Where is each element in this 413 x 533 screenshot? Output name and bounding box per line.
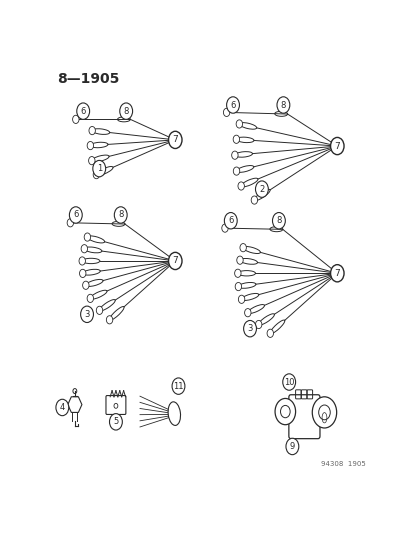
Circle shape — [87, 294, 93, 302]
Circle shape — [311, 397, 336, 428]
Circle shape — [88, 157, 95, 165]
Circle shape — [266, 329, 273, 337]
Circle shape — [56, 399, 69, 416]
Circle shape — [235, 120, 242, 128]
Circle shape — [330, 138, 343, 155]
Circle shape — [81, 306, 93, 322]
Circle shape — [89, 126, 95, 135]
Text: 10: 10 — [283, 377, 294, 386]
Circle shape — [119, 103, 132, 119]
Text: 1: 1 — [96, 164, 102, 173]
Text: 8: 8 — [118, 211, 123, 220]
Text: 6: 6 — [228, 216, 233, 225]
Text: 8: 8 — [123, 107, 128, 116]
Circle shape — [231, 151, 237, 159]
Circle shape — [168, 131, 182, 149]
Circle shape — [67, 219, 74, 227]
Text: 3: 3 — [84, 310, 90, 319]
Circle shape — [114, 207, 127, 223]
Text: 7: 7 — [334, 142, 339, 150]
Text: 7: 7 — [334, 269, 339, 278]
Circle shape — [79, 257, 85, 265]
Circle shape — [272, 213, 285, 229]
Circle shape — [236, 256, 242, 264]
Circle shape — [83, 281, 89, 289]
Text: 7: 7 — [172, 256, 178, 265]
Circle shape — [69, 207, 82, 223]
Circle shape — [72, 115, 79, 124]
Circle shape — [285, 438, 298, 455]
Circle shape — [79, 269, 86, 278]
Text: 7: 7 — [172, 135, 178, 144]
Circle shape — [233, 167, 239, 175]
Circle shape — [330, 265, 343, 282]
Circle shape — [96, 306, 102, 314]
Circle shape — [243, 320, 256, 337]
Text: 8—1905: 8—1905 — [57, 72, 120, 86]
Text: 6: 6 — [230, 101, 235, 109]
Circle shape — [168, 252, 182, 270]
Text: 3: 3 — [247, 324, 252, 333]
Text: 5: 5 — [113, 417, 118, 426]
Circle shape — [226, 97, 239, 113]
Circle shape — [109, 414, 122, 430]
Text: 11: 11 — [173, 382, 183, 391]
Text: 8: 8 — [280, 101, 285, 109]
Circle shape — [106, 316, 112, 324]
Circle shape — [255, 320, 261, 329]
Text: 6: 6 — [80, 107, 85, 116]
Circle shape — [240, 244, 246, 252]
Circle shape — [251, 196, 257, 204]
Circle shape — [223, 108, 229, 117]
Circle shape — [238, 295, 244, 303]
Circle shape — [93, 160, 105, 177]
Circle shape — [87, 141, 93, 150]
Circle shape — [81, 245, 87, 253]
Text: 8: 8 — [275, 216, 281, 225]
Circle shape — [244, 309, 250, 317]
Circle shape — [76, 103, 89, 119]
Text: 9: 9 — [289, 442, 294, 451]
Circle shape — [255, 181, 268, 197]
Circle shape — [237, 182, 244, 190]
Circle shape — [93, 171, 100, 179]
Circle shape — [224, 213, 237, 229]
Text: 2: 2 — [259, 184, 264, 193]
Circle shape — [172, 378, 185, 394]
Circle shape — [282, 374, 295, 390]
Ellipse shape — [168, 402, 180, 425]
Text: 94308  1905: 94308 1905 — [320, 461, 365, 467]
Circle shape — [234, 269, 240, 277]
Text: 4: 4 — [59, 403, 65, 412]
Circle shape — [274, 399, 295, 425]
Circle shape — [84, 233, 90, 241]
Circle shape — [233, 135, 239, 143]
Circle shape — [221, 224, 228, 232]
Text: 6: 6 — [73, 211, 78, 220]
Circle shape — [276, 97, 289, 113]
Circle shape — [235, 282, 241, 290]
